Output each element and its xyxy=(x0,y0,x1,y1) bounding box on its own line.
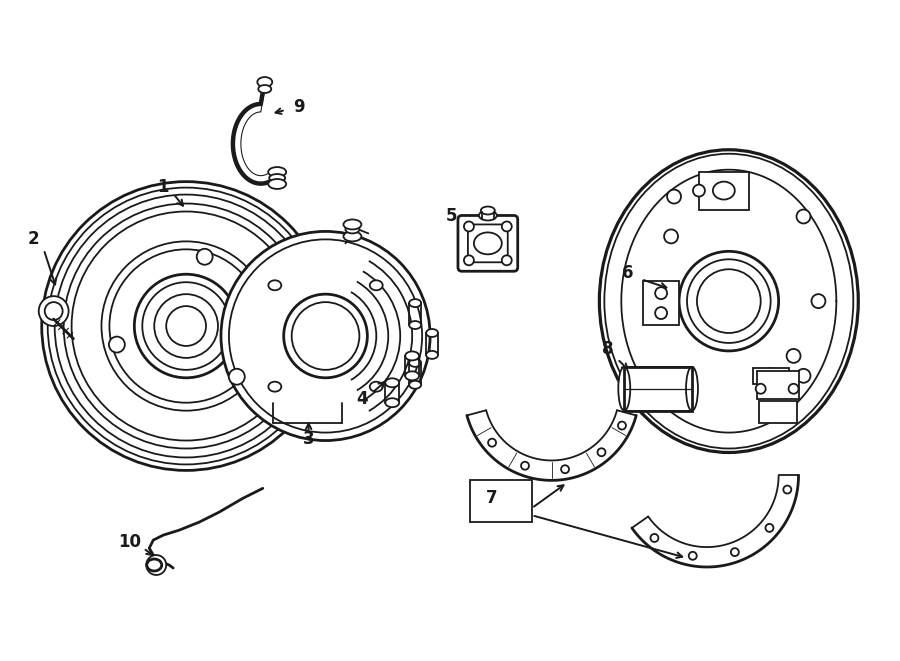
Text: 5: 5 xyxy=(446,208,458,225)
Bar xyxy=(752,368,788,384)
Text: 7: 7 xyxy=(486,489,498,507)
Bar xyxy=(625,367,692,410)
Ellipse shape xyxy=(269,174,285,182)
Ellipse shape xyxy=(426,351,438,359)
Ellipse shape xyxy=(370,381,382,392)
Ellipse shape xyxy=(713,182,734,200)
Ellipse shape xyxy=(344,231,362,241)
Circle shape xyxy=(502,255,512,265)
Circle shape xyxy=(109,336,125,352)
Bar xyxy=(699,172,749,210)
Bar xyxy=(644,281,679,325)
Ellipse shape xyxy=(426,329,438,337)
Circle shape xyxy=(783,486,791,494)
Circle shape xyxy=(561,465,569,473)
Ellipse shape xyxy=(474,233,502,254)
Circle shape xyxy=(64,204,309,449)
Bar xyxy=(470,481,532,522)
Text: 1: 1 xyxy=(158,178,169,196)
Ellipse shape xyxy=(268,280,282,290)
Ellipse shape xyxy=(147,559,162,571)
Ellipse shape xyxy=(268,167,286,177)
Circle shape xyxy=(221,231,430,440)
Bar xyxy=(757,371,798,399)
Ellipse shape xyxy=(385,378,400,387)
Ellipse shape xyxy=(618,367,630,410)
Circle shape xyxy=(812,294,825,308)
Bar xyxy=(759,401,796,422)
Circle shape xyxy=(766,524,773,532)
Polygon shape xyxy=(467,410,636,481)
Ellipse shape xyxy=(268,179,286,189)
Ellipse shape xyxy=(479,210,497,221)
Circle shape xyxy=(693,184,705,196)
Circle shape xyxy=(796,210,811,223)
Circle shape xyxy=(730,175,743,188)
Circle shape xyxy=(788,384,798,394)
Circle shape xyxy=(688,552,697,560)
Circle shape xyxy=(756,384,766,394)
Circle shape xyxy=(598,448,606,456)
Circle shape xyxy=(796,369,811,383)
Ellipse shape xyxy=(410,381,421,389)
Circle shape xyxy=(488,439,496,447)
Circle shape xyxy=(464,221,474,231)
Circle shape xyxy=(618,422,626,430)
Circle shape xyxy=(787,349,800,363)
Text: 10: 10 xyxy=(118,533,141,551)
Ellipse shape xyxy=(344,219,362,229)
Ellipse shape xyxy=(385,398,400,407)
Ellipse shape xyxy=(257,77,273,87)
Ellipse shape xyxy=(686,367,698,410)
Circle shape xyxy=(464,255,474,265)
Bar xyxy=(625,367,692,410)
Text: 2: 2 xyxy=(28,231,40,249)
Circle shape xyxy=(667,190,681,204)
Text: 4: 4 xyxy=(356,390,368,408)
Ellipse shape xyxy=(599,150,859,453)
Circle shape xyxy=(41,182,330,471)
Circle shape xyxy=(45,302,63,320)
Circle shape xyxy=(521,462,529,470)
Circle shape xyxy=(134,274,238,378)
Circle shape xyxy=(147,555,166,575)
Circle shape xyxy=(154,294,218,358)
Ellipse shape xyxy=(405,371,419,380)
Text: 6: 6 xyxy=(622,264,633,282)
FancyBboxPatch shape xyxy=(458,215,518,271)
Circle shape xyxy=(664,229,678,243)
Ellipse shape xyxy=(258,85,271,93)
Ellipse shape xyxy=(410,321,421,329)
Ellipse shape xyxy=(410,299,421,307)
Ellipse shape xyxy=(760,368,781,383)
Circle shape xyxy=(655,287,667,299)
Circle shape xyxy=(502,221,512,231)
Circle shape xyxy=(284,294,367,378)
Circle shape xyxy=(655,307,667,319)
Circle shape xyxy=(229,369,245,385)
Circle shape xyxy=(679,251,778,351)
Text: 9: 9 xyxy=(292,98,304,116)
Circle shape xyxy=(651,534,659,542)
Circle shape xyxy=(640,382,654,396)
Circle shape xyxy=(697,269,760,333)
Ellipse shape xyxy=(481,206,495,214)
Circle shape xyxy=(39,296,68,326)
Circle shape xyxy=(197,249,212,265)
Ellipse shape xyxy=(346,225,359,233)
Circle shape xyxy=(151,560,161,570)
Ellipse shape xyxy=(410,359,421,367)
Circle shape xyxy=(102,241,271,410)
Ellipse shape xyxy=(405,352,419,360)
Polygon shape xyxy=(632,475,798,567)
Text: 8: 8 xyxy=(601,340,613,358)
Ellipse shape xyxy=(370,280,382,290)
Text: 3: 3 xyxy=(302,430,314,447)
Ellipse shape xyxy=(268,381,282,392)
Circle shape xyxy=(731,548,739,556)
